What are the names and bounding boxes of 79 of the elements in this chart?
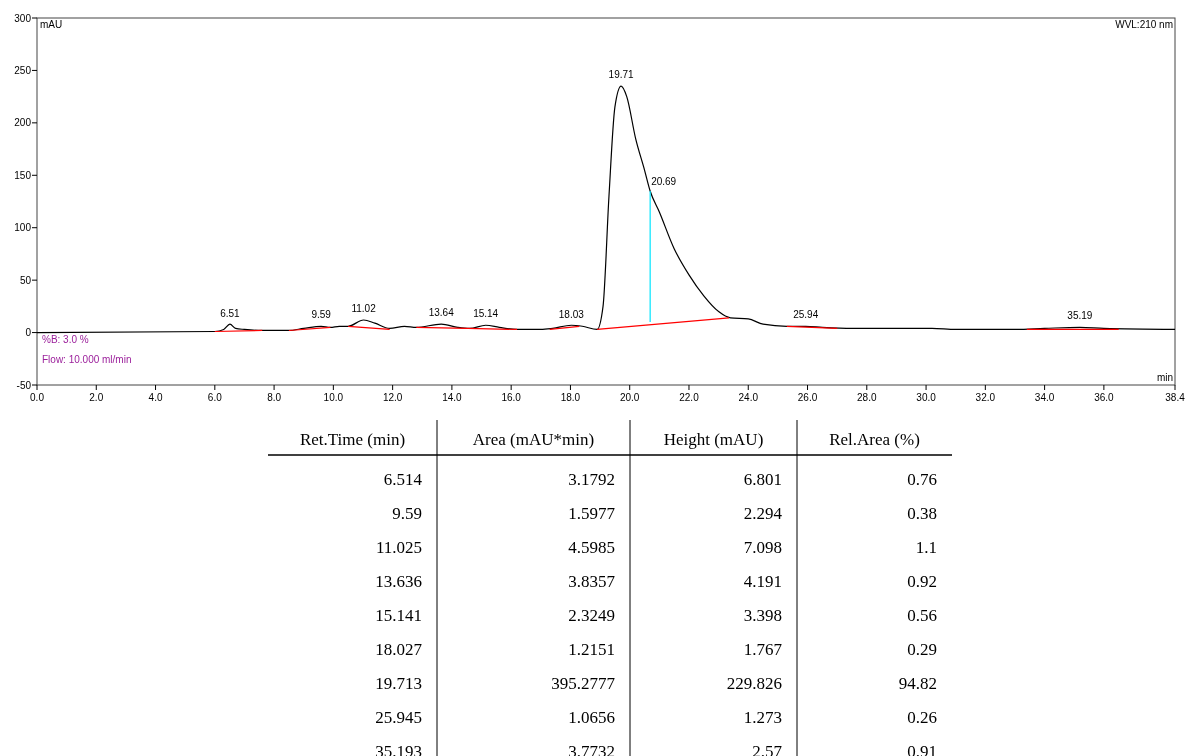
text: 1.767	[743, 640, 782, 659]
x-tick-label: 38.4	[1165, 392, 1186, 403]
x-tick-label: 26.0	[797, 392, 818, 403]
annotation: 25.94	[793, 309, 819, 321]
annotation: 13.64	[428, 307, 455, 319]
text: 0.26	[907, 708, 937, 727]
text: 0.92	[907, 572, 937, 591]
category-label: Rel.Area (%)	[829, 430, 920, 449]
text: 1.2151	[568, 640, 615, 659]
text: 94.82	[898, 674, 937, 693]
annotation: 11.02	[351, 302, 377, 314]
x-tick-label: 34.0	[1034, 392, 1055, 403]
annotation: 9.59	[311, 309, 332, 321]
text: 395.2777	[551, 674, 615, 693]
x-tick-label: 28.0	[857, 392, 877, 403]
y-axis-title: mAU	[40, 19, 63, 30]
x-tick-label: 12.0	[382, 392, 403, 403]
x-axis-title: min	[1156, 372, 1173, 383]
x-tick-label: 32.0	[975, 392, 996, 403]
category-label: Height (mAU)	[663, 430, 764, 449]
x-tick-label: 30.0	[916, 392, 937, 403]
text: 3.398	[743, 606, 782, 625]
text: 0.38	[907, 504, 937, 523]
text: 13.636	[375, 572, 422, 591]
x-tick-label: 16.0	[501, 392, 522, 403]
annotation: 6.51	[220, 307, 241, 319]
text: 4.5985	[568, 538, 615, 557]
text: 6.801	[743, 470, 782, 489]
annotation: 19.71	[608, 69, 635, 81]
annotation: Flow: 10.000 ml/min	[42, 353, 132, 365]
y-tick-label: 200	[14, 117, 32, 129]
text: 229.826	[726, 674, 782, 693]
y-tick-label: 50	[19, 274, 32, 286]
text: 0.76	[907, 470, 937, 489]
text: 25.945	[375, 708, 422, 727]
category-label: Ret.Time (min)	[299, 430, 406, 449]
annotation: 20.69	[651, 176, 677, 188]
y-tick-label: 150	[14, 169, 32, 181]
text: 15.141	[375, 606, 422, 625]
annotation: WVL:210 nm	[1115, 19, 1173, 30]
x-tick-label: 18.0	[560, 392, 581, 403]
x-tick-label: 14.0	[442, 392, 463, 403]
annotation: 18.03	[558, 308, 585, 320]
text: 1.273	[743, 708, 782, 727]
text: 6.514	[383, 470, 422, 489]
x-tick-label: 24.0	[738, 392, 759, 403]
text: 9.59	[392, 504, 422, 523]
annotation: 15.14	[473, 308, 499, 320]
y-tick-label: 250	[14, 64, 32, 76]
text: 1.1	[915, 538, 937, 557]
text: 19.713	[375, 674, 422, 693]
text: 18.027	[375, 640, 422, 659]
category-label: Area (mAU*min)	[472, 430, 595, 449]
x-tick-label: 8.0	[267, 392, 282, 403]
text: 4.191	[743, 572, 782, 591]
x-tick-label: 20.0	[619, 392, 640, 403]
text: 11.025	[375, 538, 422, 557]
text: 0.29	[907, 640, 937, 659]
x-tick-label: 2.0	[89, 392, 104, 403]
x-tick-label: 4.0	[148, 392, 163, 403]
x-tick-label: 6.0	[207, 392, 223, 403]
x-tick-label: 22.0	[679, 392, 700, 403]
text: 3.1792	[568, 470, 615, 489]
text: 1.0656	[568, 708, 615, 727]
text: 3.8357	[568, 572, 615, 591]
text: 7.098	[743, 538, 782, 557]
x-tick-label: 10.0	[323, 392, 344, 403]
text: 0.56	[907, 606, 937, 625]
annotation: 35.19	[1067, 310, 1093, 322]
annotation: %B: 3.0 %	[42, 333, 89, 345]
text: 1.5977	[568, 504, 615, 523]
y-tick-label: 0	[25, 327, 32, 339]
y-tick-label: -50	[16, 379, 32, 391]
text: 2.294	[743, 504, 782, 523]
text: 2.3249	[568, 606, 615, 625]
x-tick-label: 0.0	[30, 392, 45, 403]
y-tick-label: 100	[14, 222, 32, 234]
x-tick-label: 36.0	[1094, 392, 1115, 403]
y-tick-label: 300	[14, 12, 32, 24]
